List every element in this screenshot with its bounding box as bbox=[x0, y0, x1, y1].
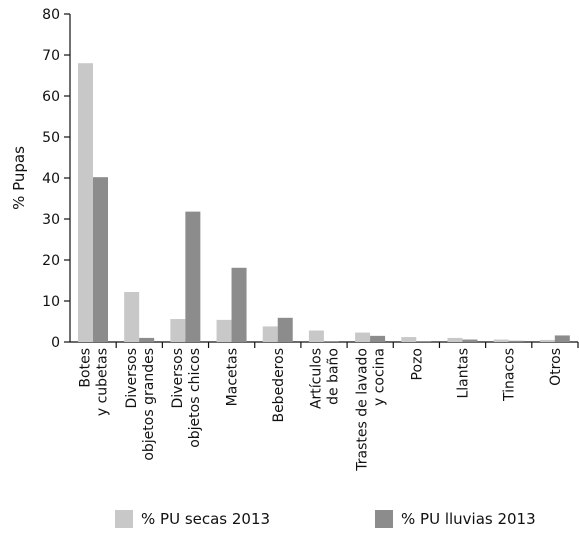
x-category-label: Bebederos bbox=[271, 348, 287, 423]
bar-lluvias bbox=[139, 337, 155, 342]
y-tick-label: 50 bbox=[42, 130, 60, 146]
x-category-label: y cocina bbox=[372, 348, 388, 406]
y-tick-label: 60 bbox=[42, 89, 60, 105]
legend-item-lluvias: % PU lluvias 2013 bbox=[375, 510, 536, 528]
x-category-label: Llantas bbox=[456, 348, 472, 399]
x-category-label: Pozo bbox=[409, 348, 425, 380]
bar-secas bbox=[493, 339, 509, 342]
legend-label-secas: % PU secas 2013 bbox=[141, 510, 271, 528]
x-category-label: Artículos bbox=[309, 348, 325, 409]
bar-secas bbox=[355, 332, 371, 342]
y-axis-title: % Pupas bbox=[10, 146, 28, 210]
legend-item-secas: % PU secas 2013 bbox=[115, 510, 270, 528]
bar-lluvias bbox=[185, 211, 201, 342]
x-category-label: de baño bbox=[326, 348, 342, 405]
y-tick-label: 40 bbox=[42, 171, 60, 187]
bar-secas bbox=[401, 337, 417, 342]
legend-swatch-secas bbox=[115, 510, 133, 528]
x-category-label: Botes bbox=[78, 348, 94, 388]
bar-secas bbox=[78, 63, 93, 342]
y-tick-label: 20 bbox=[42, 253, 60, 269]
y-tick-label: 30 bbox=[42, 212, 60, 228]
bar-secas bbox=[447, 337, 463, 342]
bar-lluvias bbox=[370, 335, 386, 342]
legend-label-lluvias: % PU lluvias 2013 bbox=[401, 510, 536, 528]
bar-secas bbox=[539, 339, 555, 342]
bar-lluvias bbox=[462, 339, 478, 342]
y-tick-label: 70 bbox=[42, 48, 60, 64]
bar-lluvias bbox=[323, 341, 339, 342]
y-tick-label: 10 bbox=[42, 294, 60, 310]
y-tick-label: 80 bbox=[42, 7, 60, 23]
x-category-label: y cubetas bbox=[95, 348, 111, 416]
x-category-label: Diversos bbox=[170, 348, 186, 408]
bar-lluvias bbox=[416, 341, 432, 342]
bar-lluvias bbox=[554, 335, 570, 342]
x-category-label: Trastes de lavado bbox=[355, 348, 371, 472]
bar-secas bbox=[308, 330, 324, 342]
bar-lluvias bbox=[277, 317, 293, 342]
x-category-label: Tinacos bbox=[502, 348, 518, 402]
legend-swatch-lluvias bbox=[375, 510, 393, 528]
bar-secas bbox=[124, 291, 140, 342]
x-category-label: objetos grandes bbox=[141, 348, 157, 461]
bar-lluvias bbox=[231, 267, 247, 342]
bar-chart: 0 10 20 30 40 50 60 70 80 % Pupas Botes y cubetas Di… bbox=[10, 7, 579, 472]
bar-secas bbox=[262, 326, 278, 342]
x-category-label: Otros bbox=[548, 348, 564, 386]
x-category-label: objetos chicos bbox=[187, 348, 203, 448]
x-category-label: Diversos bbox=[124, 348, 140, 408]
bar-lluvias bbox=[93, 177, 108, 342]
bar-lluvias bbox=[508, 340, 524, 342]
bar-secas bbox=[170, 319, 186, 342]
x-category-label: Macetas bbox=[225, 348, 241, 406]
bar-secas bbox=[216, 319, 232, 342]
y-tick-label: 0 bbox=[51, 335, 60, 351]
